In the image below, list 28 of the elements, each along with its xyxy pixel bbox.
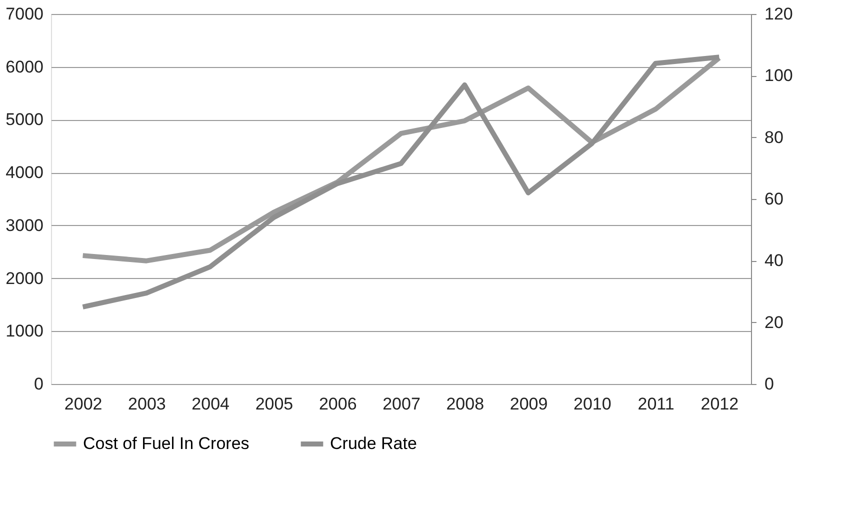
x-tick-label: 2008: [446, 394, 484, 414]
legend-label: Crude Rate: [330, 434, 417, 453]
x-tick-label: 2005: [255, 394, 294, 414]
y-tick-label: 5000: [6, 110, 44, 130]
y-tick-label: 6000: [6, 57, 44, 76]
y2-tick-label: 80: [764, 128, 784, 147]
y-tick-label: 2000: [6, 268, 44, 288]
legend-label: Cost of Fuel In Crores: [83, 434, 250, 453]
y-tick-label: 1000: [6, 322, 44, 341]
x-tick-label: 2004: [192, 394, 230, 414]
y2-tick-label: 20: [764, 312, 784, 332]
y2-tick-label: 0: [764, 374, 774, 394]
y-tick-label: 3000: [6, 216, 44, 235]
x-tick-label: 2007: [382, 394, 420, 414]
y2-tick-label: 60: [764, 190, 784, 208]
y2-tick-label: 100: [764, 66, 793, 86]
x-tick-label: 2010: [573, 394, 612, 414]
x-tick-label: 2011: [638, 394, 674, 414]
x-tick-label: 2009: [510, 394, 548, 414]
y-tick-label: 7000: [6, 4, 44, 24]
x-tick-label: 2012: [700, 394, 739, 414]
y2-tick-label: 120: [764, 4, 793, 24]
y2-tick-label: 40: [764, 251, 784, 270]
x-tick-label: 2002: [64, 394, 102, 414]
x-tick-label: 2006: [318, 394, 357, 414]
y-tick-label: 4000: [6, 163, 44, 182]
y-tick-label: 0: [34, 374, 44, 394]
x-tick-label: 2003: [128, 394, 166, 414]
